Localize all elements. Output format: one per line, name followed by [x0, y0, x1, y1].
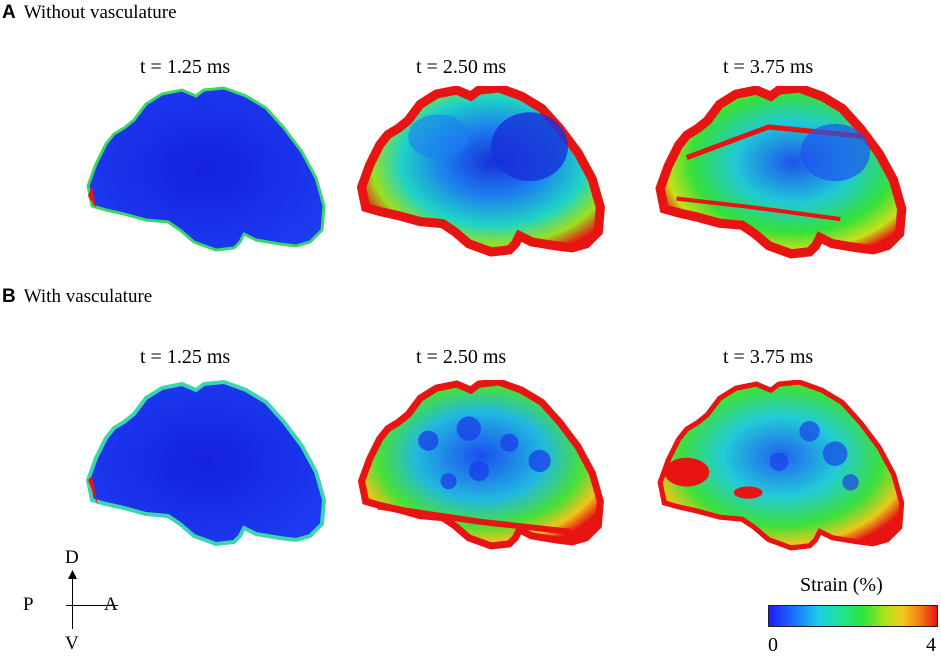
panel-b-label: B With vasculature — [2, 286, 152, 308]
brain-a-t2 — [356, 86, 612, 258]
panel-a-time-1: t = 1.25 ms — [140, 56, 231, 78]
brain-b-t2 — [356, 380, 612, 552]
axis-horizontal-line — [66, 605, 118, 606]
panel-a-letter: A — [2, 2, 16, 23]
panel-a-label: A Without vasculature — [2, 2, 177, 24]
brain-a-t1 — [86, 86, 326, 252]
brain-b-t3 — [652, 380, 916, 554]
axis-label-down: V — [65, 633, 79, 654]
panel-b-time-2: t = 2.50 ms — [416, 346, 507, 368]
colorbar-max: 4 — [926, 634, 936, 656]
axis-label-right: A — [104, 594, 118, 615]
axis-label-left: P — [23, 594, 34, 615]
brain-a-t3 — [652, 86, 916, 260]
colorbar-gradient — [768, 605, 938, 627]
panel-b-time-1: t = 1.25 ms — [140, 346, 231, 368]
panel-a-time-3: t = 3.75 ms — [723, 56, 814, 78]
brain-b-t1 — [86, 380, 326, 546]
panel-b-time-3: t = 3.75 ms — [723, 346, 814, 368]
colorbar: Strain (%) 0 4 — [768, 574, 940, 660]
colorbar-title: Strain (%) — [800, 574, 883, 596]
axis-vertical-line — [72, 575, 73, 629]
panel-b-letter: B — [2, 286, 16, 307]
panel-b-title: With vasculature — [23, 286, 153, 307]
panel-a-title: Without vasculature — [23, 2, 177, 23]
axis-label-up: D — [65, 547, 79, 568]
orientation-axes: D P A V — [20, 545, 130, 655]
panel-a-time-2: t = 2.50 ms — [416, 56, 507, 78]
colorbar-min: 0 — [768, 634, 778, 656]
arrow-up-icon — [68, 570, 77, 579]
